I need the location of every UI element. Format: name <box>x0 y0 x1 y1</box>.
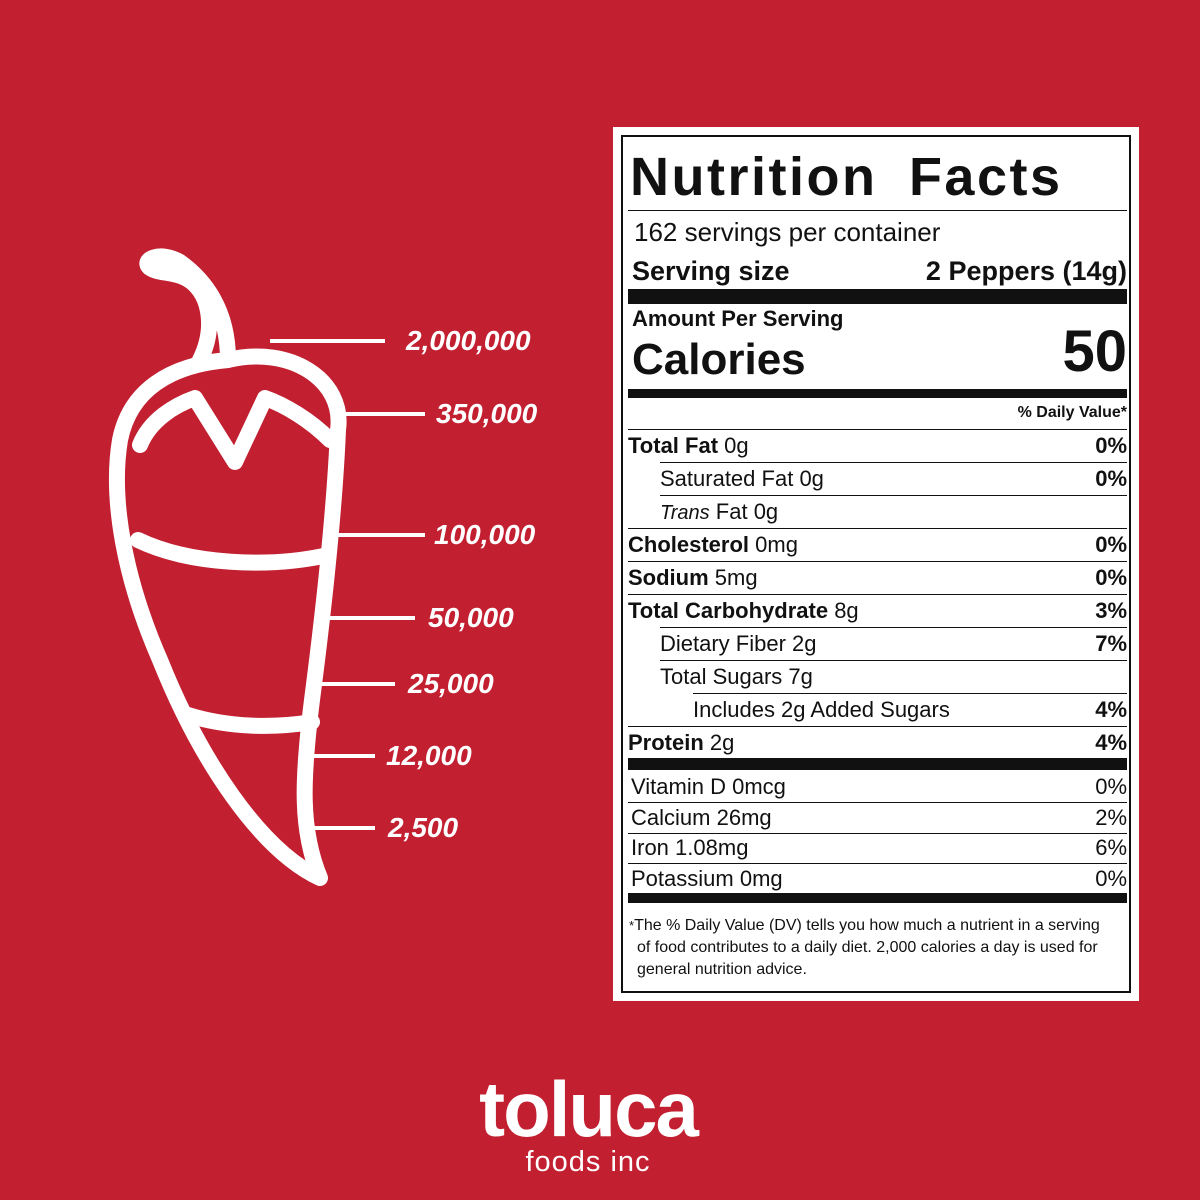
nutrient-row: Total Carbohydrate 8g <box>628 600 859 622</box>
nutrient-row: Trans Fat 0g <box>660 499 779 524</box>
nutrient-row: Dietary Fiber 2g <box>660 633 817 655</box>
rule <box>628 389 1127 398</box>
nutrient-dv: 0% <box>1095 466 1127 491</box>
scale-level: 100,000 <box>434 519 536 550</box>
nutrient-dv: 4% <box>1095 697 1127 722</box>
rule <box>628 758 1127 770</box>
rule <box>628 893 1127 903</box>
amount-per-serving: Amount Per Serving <box>632 306 844 331</box>
label-title: Nutrition Facts <box>630 147 1063 207</box>
scale-level: 2,500 <box>388 812 459 843</box>
nutrient-name: Total Sugars <box>660 664 783 689</box>
footnote: *The % Daily Value (DV) tells you how mu… <box>629 915 1117 981</box>
nutrient-name: Total Fat <box>628 433 719 458</box>
vitamin-name: Iron <box>631 835 669 860</box>
nutrition-label: Nutrition Facts 162 servings per containe… <box>613 127 1139 1001</box>
pepper-graphic <box>108 248 425 886</box>
vitamin-dv: 6% <box>1095 835 1127 860</box>
nutrient-row: Includes 2g Added Sugars <box>693 699 950 721</box>
vitamin-row: Iron 1.08mg <box>631 837 748 859</box>
calories-label: Calories <box>632 335 806 384</box>
nutrient-row: Protein 2g <box>628 732 734 754</box>
nutrient-name: Fat <box>715 499 748 524</box>
scale-level: 50,000 <box>428 602 514 633</box>
nutrient-name: Includes 2g Added Sugars <box>693 697 950 722</box>
nutrient-amount: 2g <box>709 730 735 755</box>
serving-size-label: Serving size <box>632 255 790 286</box>
nutrient-amount: 0mg <box>755 532 798 557</box>
vitamin-name: Potassium <box>631 865 734 891</box>
nutrient-amount: 0g <box>724 433 749 458</box>
vitamin-row: Calcium 26mg <box>631 804 772 830</box>
rule <box>660 627 1127 628</box>
nutrient-name: Cholesterol <box>628 532 750 557</box>
nutrient-amount: 8g <box>834 598 859 623</box>
calories: 50 <box>1062 319 1127 384</box>
vitamin-row: Vitamin D 0mcg <box>631 776 786 798</box>
nutrient-dv: 0% <box>1095 532 1127 557</box>
vitamin-amount: 1.08mg <box>675 835 749 860</box>
rule <box>628 210 1127 211</box>
rule <box>628 289 1127 304</box>
nutrient-row: Sodium 5mg <box>628 567 758 589</box>
footnote-mark: * <box>629 918 635 933</box>
nutrient-name: Saturated Fat <box>660 466 794 491</box>
nutrient-dv: 3% <box>1095 598 1127 623</box>
pepper-outline <box>108 248 347 886</box>
rule <box>660 495 1127 496</box>
nutrient-amount: 0g <box>799 466 824 491</box>
rule <box>628 594 1127 595</box>
nutrient-amount: 7g <box>788 664 813 689</box>
brand-sub: foods inc <box>525 1146 651 1178</box>
serving-size: 2 Peppers (14g) <box>925 255 1127 286</box>
nutrient-amount: 5mg <box>714 565 758 590</box>
vitamin-amount: 26mg <box>716 804 772 830</box>
nutrient-prefix: Trans <box>660 502 710 524</box>
vitamin-amount: 0mcg <box>732 774 786 799</box>
nutrient-dv: 0% <box>1095 565 1127 590</box>
nutrient-dv: 4% <box>1095 730 1127 755</box>
nutrient-name: Total Carbohydrate <box>628 598 829 623</box>
nutrient-name: Protein <box>628 730 704 755</box>
scale-level: 25,000 <box>408 668 494 699</box>
nutrient-row: Saturated Fat 0g <box>660 468 824 490</box>
rule <box>628 528 1127 529</box>
rule <box>628 802 1127 803</box>
footnote-text: The % Daily Value (DV) tells you how muc… <box>634 917 1100 978</box>
vitamin-dv: 0% <box>1095 865 1127 891</box>
nutrient-name: Dietary Fiber <box>660 631 786 656</box>
vitamin-dv: 2% <box>1095 804 1127 830</box>
nutrient-dv: 0% <box>1095 433 1127 458</box>
scale-level: 350,000 <box>436 398 538 429</box>
nutrient-row: Total Fat 0g <box>628 435 749 457</box>
rule <box>628 832 1127 834</box>
nutrient-row: Cholesterol 0mg <box>628 534 798 556</box>
brand-name: toluca <box>479 1065 699 1153</box>
nutrient-amount: 0g <box>753 499 779 524</box>
rule <box>628 429 1127 430</box>
rule <box>660 462 1127 463</box>
dv-header: % Daily Value* <box>1017 404 1127 421</box>
nutrient-name: Sodium <box>628 565 709 590</box>
rule <box>660 660 1127 661</box>
vitamin-row: Potassium 0mg <box>631 865 783 891</box>
rule <box>628 561 1127 562</box>
vitamin-amount: 0mg <box>739 865 783 891</box>
nutrient-row: Total Sugars 7g <box>660 666 813 688</box>
rule <box>693 693 1127 694</box>
vitamin-name: Vitamin D <box>631 774 726 799</box>
label-border <box>621 135 1131 993</box>
nutrient-dv: 7% <box>1095 631 1127 656</box>
rule <box>628 863 1127 864</box>
vitamin-name: Calcium <box>631 804 711 830</box>
vitamin-dv: 0% <box>1095 774 1127 799</box>
nutrient-amount: 2g <box>792 631 817 656</box>
servings: 162 servings per container <box>634 217 941 247</box>
scale-level: 12,000 <box>386 740 472 771</box>
scale-level: 2,000,000 <box>406 325 531 356</box>
rule <box>628 726 1127 727</box>
